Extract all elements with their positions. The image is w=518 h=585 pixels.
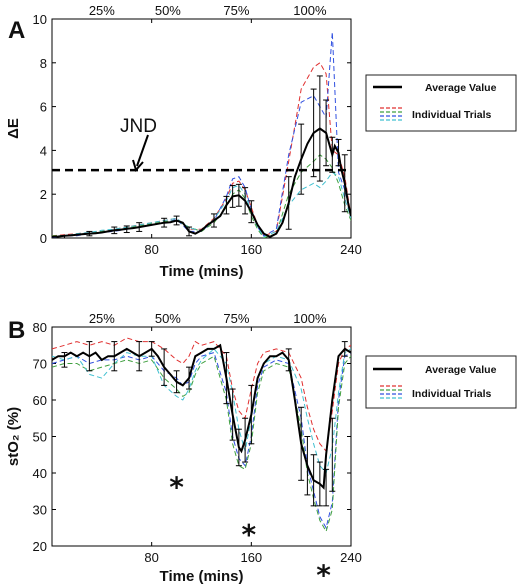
significance-asterisk: * <box>242 518 257 551</box>
panel-a-legend: Average Value Individual Trials <box>365 74 517 132</box>
percent-label: 75% <box>223 3 249 18</box>
individual-trial-line <box>52 348 351 475</box>
panel-a: A ΔE Time (mins) JND 0 2 4 6 8 10 80 160 240 25% 5… <box>5 3 362 280</box>
individual-trial-line <box>52 337 351 453</box>
percent-label: 100% <box>293 3 327 18</box>
y-tick-label: 6 <box>40 100 47 115</box>
y-tick-label: 2 <box>40 187 47 202</box>
panel-b-y-axis-label: stO₂ (%) <box>5 407 22 466</box>
individual-trial-line <box>52 171 351 238</box>
y-tick-label: 70 <box>33 357 47 372</box>
legend-trials-label: Individual Trials <box>412 388 492 400</box>
significance-asterisk: * <box>169 471 184 504</box>
panel-b-x-axis-label: Time (mins) <box>160 568 244 585</box>
y-tick-label: 50 <box>33 430 47 445</box>
percent-label: 75% <box>223 311 249 326</box>
jnd-annotation-label: JND <box>120 116 157 137</box>
percent-label: 25% <box>89 311 115 326</box>
x-tick-label: 80 <box>144 242 158 257</box>
percent-label: 25% <box>89 3 115 18</box>
individual-trial-line <box>52 154 351 238</box>
y-tick-label: 30 <box>33 503 47 518</box>
x-tick-label: 240 <box>340 242 362 257</box>
individual-trial-line <box>52 351 351 530</box>
legend-box <box>365 74 517 132</box>
panel-a-y-axis-label: ΔE <box>5 118 22 139</box>
panel-b-legend: Average Value Individual Trials <box>365 355 517 409</box>
jnd-arrow-shaft <box>136 134 149 167</box>
legend-average-label: Average Value <box>425 364 497 376</box>
plot-area <box>52 32 351 238</box>
average-value-line <box>52 127 351 238</box>
significance-asterisk: * <box>316 558 331 585</box>
percent-label: 100% <box>293 311 327 326</box>
individual-trial-line <box>52 32 351 238</box>
jnd-arrow-head <box>132 159 144 173</box>
legend-average-label: Average Value <box>425 82 497 94</box>
panel-a-letter: A <box>8 17 25 44</box>
panel-a-x-axis-label: Time (mins) <box>160 263 244 280</box>
legend-box <box>365 355 517 409</box>
x-tick-label: 160 <box>240 550 262 565</box>
individual-trial-line <box>52 355 351 533</box>
x-tick-label: 80 <box>144 550 158 565</box>
average-value-line <box>52 343 351 490</box>
x-tick-label: 240 <box>340 550 362 565</box>
percent-label: 50% <box>155 3 181 18</box>
legend-trials-label: Individual Trials <box>412 109 492 121</box>
plot-frame <box>51 18 352 239</box>
y-tick-label: 4 <box>40 143 47 158</box>
individual-trial-line <box>52 62 351 237</box>
y-tick-label: 8 <box>40 56 47 71</box>
y-tick-label: 60 <box>33 393 47 408</box>
y-tick-label: 10 <box>33 12 47 27</box>
panel-b-letter: B <box>8 317 25 344</box>
y-tick-label: 80 <box>33 320 47 335</box>
panel-b: B stO₂ (%) Time (mins) 20 30 40 50 60 70 80 80 1… <box>5 311 362 585</box>
plot-area <box>52 337 351 533</box>
y-tick-label: 0 <box>40 231 47 246</box>
y-tick-label: 20 <box>33 539 47 554</box>
percent-label: 50% <box>155 311 181 326</box>
y-tick-label: 40 <box>33 466 47 481</box>
x-tick-label: 160 <box>240 242 262 257</box>
